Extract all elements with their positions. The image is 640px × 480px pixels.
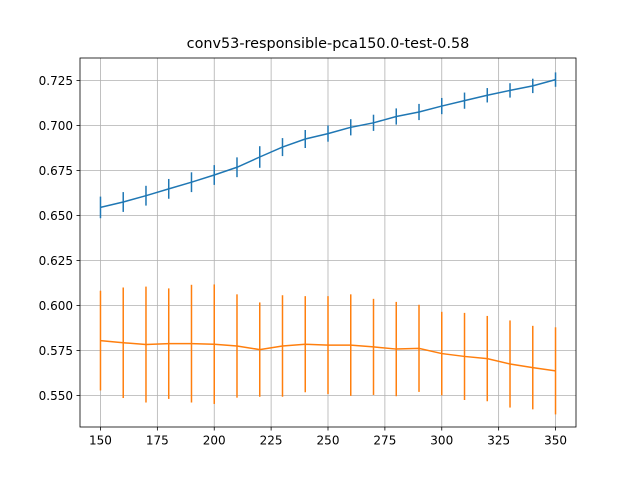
x-tick-label: 350 xyxy=(544,434,567,448)
x-tick-label: 250 xyxy=(317,434,340,448)
y-tick-label: 0.700 xyxy=(39,119,73,133)
x-tick-label: 300 xyxy=(430,434,453,448)
x-tick-label: 175 xyxy=(146,434,169,448)
x-tick-label: 325 xyxy=(487,434,510,448)
plot-frame xyxy=(79,57,577,428)
chart-title: conv53-responsible-pca150.0-test-0.58 xyxy=(187,36,470,52)
x-tick-label: 150 xyxy=(89,434,112,448)
x-tick-label: 275 xyxy=(373,434,396,448)
y-tick-label: 0.600 xyxy=(39,299,73,313)
x-tick-label: 200 xyxy=(203,434,226,448)
y-tick-label: 0.575 xyxy=(39,344,73,358)
x-tick-label: 225 xyxy=(260,434,283,448)
y-tick-label: 0.675 xyxy=(39,164,73,178)
series-2 xyxy=(99,284,557,415)
y-tick-label: 0.650 xyxy=(39,209,73,223)
x-axis: 150 175 200 225 250 275 300 325 350 xyxy=(89,427,567,448)
y-tick-label: 0.625 xyxy=(39,254,73,268)
y-tick-label: 0.725 xyxy=(39,74,73,88)
series-layer xyxy=(99,72,557,415)
y-axis: 0.550 0.575 0.600 0.625 0.650 0.675 0.700 0.725 xyxy=(39,74,80,403)
y-tick-label: 0.550 xyxy=(39,389,73,403)
series-1 xyxy=(99,72,557,219)
